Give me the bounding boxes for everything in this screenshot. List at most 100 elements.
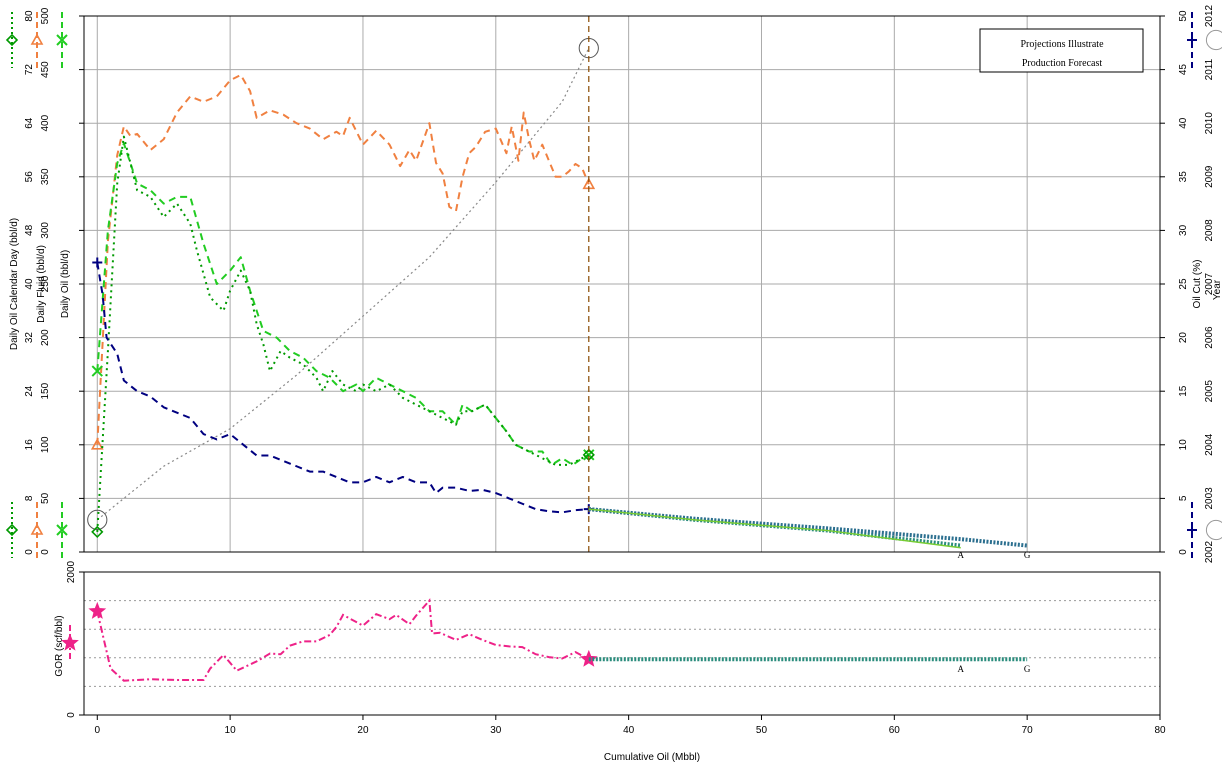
left-axis-2-tick: 50 xyxy=(40,492,51,504)
top-grid xyxy=(84,15,1161,553)
x-tick-label: 80 xyxy=(1154,725,1166,736)
right-axis-2-tick: 2012 xyxy=(1204,4,1215,27)
right-axis-1-tick: 35 xyxy=(1178,171,1189,183)
left-axis-2-tick: 100 xyxy=(40,436,51,453)
right-axis-2-tick: 2008 xyxy=(1204,219,1215,242)
left-axis-1-tick: 8 xyxy=(24,495,35,501)
gor-start-marker xyxy=(88,601,107,619)
series-end-marker-1 xyxy=(583,449,595,461)
x-tick-label: 10 xyxy=(225,725,237,736)
marker-key-top xyxy=(1205,29,1222,51)
legend-line-1: Projections Illustrate xyxy=(1020,39,1104,50)
series-start-marker-1 xyxy=(91,365,103,377)
right-axis-1-tick: 15 xyxy=(1178,385,1189,397)
x-axis-label: Cumulative Oil (Mbbl) xyxy=(604,752,700,762)
x-tick-label: 40 xyxy=(623,725,635,736)
gor-key-star xyxy=(61,633,79,651)
left-axis-2-label: Daily Fluid (bbl/d) xyxy=(36,245,47,323)
left-axis-1-tick: 24 xyxy=(24,385,35,397)
right-axis-2-tick: 2010 xyxy=(1204,112,1215,135)
right-axis-2-tick: 2003 xyxy=(1204,487,1215,510)
right-axis-1-tick: 10 xyxy=(1178,439,1189,451)
right-axis-1-tick: 5 xyxy=(1178,495,1189,501)
marker-key-bottom xyxy=(5,523,19,537)
x-tick-label: 30 xyxy=(490,725,502,736)
right-axis-2-tick: 2002 xyxy=(1204,540,1215,563)
left-axis-2-tick: 250 xyxy=(40,275,51,292)
year-curve-start-marker xyxy=(87,509,108,530)
series-start-marker-0 xyxy=(90,438,104,450)
right-axis-2-tick: 2004 xyxy=(1204,433,1215,456)
marker-key-top xyxy=(1187,35,1197,45)
left-axis-2-tick: 300 xyxy=(40,222,51,239)
marker-key-bottom xyxy=(56,524,68,536)
gor-tick-label: 2000 xyxy=(66,560,77,583)
left-axis-1-tick: 64 xyxy=(24,117,35,129)
legend-box xyxy=(979,28,1144,73)
x-tick-label: 60 xyxy=(889,725,901,736)
x-tick-label: 20 xyxy=(357,725,369,736)
left-axis-3-label: Daily Oil (bbl/d) xyxy=(60,250,71,318)
series-line-3 xyxy=(96,262,589,514)
forecast-label-A: A xyxy=(957,550,964,560)
left-axis-2-tick: 350 xyxy=(40,168,51,185)
marker-key-bottom xyxy=(1187,525,1197,535)
series-line-0 xyxy=(96,73,590,445)
left-axis-2-tick: 450 xyxy=(40,61,51,78)
x-tick-label: 0 xyxy=(95,725,101,736)
gor-axis-label: GOR (scf/bbl) xyxy=(54,615,65,676)
gor-forecast-label-G: G xyxy=(1024,664,1031,674)
forecast-oil-curve xyxy=(588,508,961,549)
right-axis-2-tick: 2007 xyxy=(1204,272,1215,295)
right-axis-2-tick: 2011 xyxy=(1204,58,1215,80)
left-axis-2-tick: 0 xyxy=(40,549,51,555)
legend-line-2: Production Forecast xyxy=(1022,58,1102,69)
right-axis-1-tick: 40 xyxy=(1178,117,1189,129)
left-axis-1-tick: 80 xyxy=(24,10,35,22)
left-axis-2-tick: 200 xyxy=(40,329,51,346)
left-axis-1-tick: 16 xyxy=(24,439,35,451)
forecast-label-G: G xyxy=(1024,550,1031,560)
left-axis-1-tick: 40 xyxy=(24,278,35,290)
left-axis-1-tick: 0 xyxy=(24,549,35,555)
left-axis-1-tick: 48 xyxy=(24,224,35,236)
x-tick-label: 50 xyxy=(756,725,768,736)
right-axis-2-label: Year xyxy=(1212,279,1222,300)
left-axis-2-tick: 400 xyxy=(40,114,51,131)
series-start-marker-2 xyxy=(91,525,104,539)
right-axis-1-tick: 45 xyxy=(1178,64,1189,76)
left-axis-1-tick: 72 xyxy=(24,64,35,76)
bottom-plot-frame xyxy=(83,571,1161,716)
right-axis-1-tick: 0 xyxy=(1178,549,1189,555)
left-axis-2-tick: 150 xyxy=(40,382,51,399)
right-axis-2-tick: 2006 xyxy=(1204,326,1215,349)
marker-key-bottom xyxy=(30,523,44,535)
gor-forecast-label-A: A xyxy=(957,664,964,674)
right-axis-2-tick: 2005 xyxy=(1204,380,1215,403)
marker-key-top xyxy=(56,34,68,46)
gor-series-line xyxy=(96,598,590,682)
right-axis-1-tick: 30 xyxy=(1178,224,1189,236)
series-start-marker-3 xyxy=(92,257,103,268)
year-curve xyxy=(96,47,590,521)
right-axis-1-tick: 50 xyxy=(1178,10,1189,22)
gor-tick-label: 0 xyxy=(66,712,77,718)
left-axis-1-tick: 32 xyxy=(24,332,35,344)
marker-key-top xyxy=(30,33,44,45)
right-axis-1-tick: 20 xyxy=(1178,332,1189,344)
x-tick-label: 70 xyxy=(1022,725,1034,736)
left-axis-2-tick: 500 xyxy=(40,7,51,24)
bottom-grid xyxy=(84,600,1160,687)
marker-key-top xyxy=(5,33,19,47)
legend: Projections Illustrate Production Foreca… xyxy=(979,28,1144,73)
right-axis-1-label: Oil Cut (%) xyxy=(1192,260,1203,309)
marker-key-bottom xyxy=(1205,519,1222,541)
series-line-2 xyxy=(96,135,590,532)
right-axis-2-tick: 2009 xyxy=(1204,165,1215,188)
right-axis-1-tick: 25 xyxy=(1178,278,1189,290)
left-axis-1-tick: 56 xyxy=(24,171,35,183)
